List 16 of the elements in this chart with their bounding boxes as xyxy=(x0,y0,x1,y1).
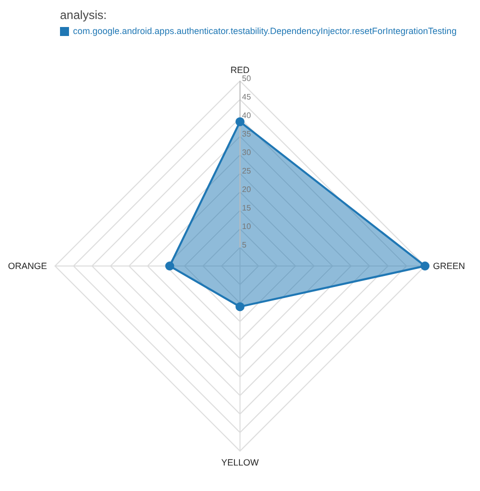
y-tick-label: 40 xyxy=(242,111,252,120)
spoke-label: ORANGE xyxy=(8,261,47,272)
spoke-label: RED xyxy=(230,65,250,75)
y-tick-label: 35 xyxy=(242,130,252,138)
y-tick-label: 15 xyxy=(242,204,252,212)
y-tick-label: 10 xyxy=(242,222,252,231)
y-tick-label: 45 xyxy=(242,92,252,102)
spoke-label: YELLOW xyxy=(221,457,260,468)
legend-label: com.google.android.apps.authenticator.testability.DependencyInjector.resetForIntegrationTesting xyxy=(73,26,457,36)
y-tick-label: 25 xyxy=(242,166,252,176)
y-tick-label: 20 xyxy=(242,185,252,194)
y-tick-label: 5 xyxy=(242,240,247,250)
y-tick-label: 30 xyxy=(242,148,252,157)
chart-title: analysis: xyxy=(60,8,107,22)
spoke-label: GREEN xyxy=(433,261,466,272)
y-tick-label: 50 xyxy=(242,74,252,83)
